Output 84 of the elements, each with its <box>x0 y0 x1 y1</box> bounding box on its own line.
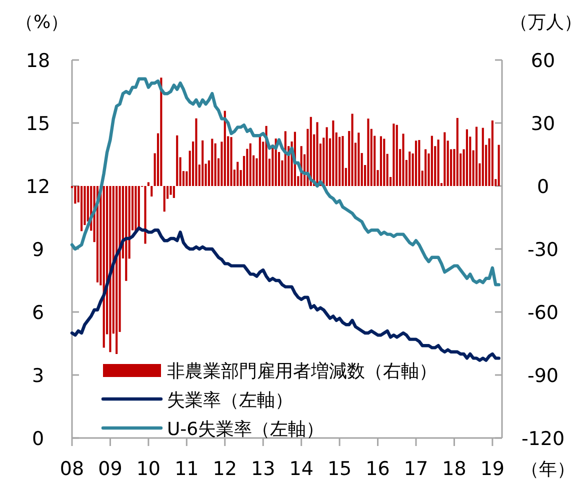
x-tick-label: 12 <box>212 458 237 480</box>
bar <box>134 186 137 234</box>
x-tick-label: 08 <box>60 458 84 480</box>
y-tick-label: 12 <box>26 176 50 198</box>
y-tick-label: 9 <box>32 239 44 261</box>
x-tick-label: 10 <box>136 458 161 480</box>
bar <box>351 114 354 186</box>
bar <box>482 128 484 186</box>
bar <box>383 138 386 186</box>
bar <box>342 136 344 186</box>
bar <box>236 162 239 186</box>
bar <box>437 140 440 186</box>
bar <box>456 118 458 186</box>
bar <box>202 140 204 186</box>
x-tick-label: 09 <box>98 458 122 480</box>
legend-label: U-6失業率（左軸） <box>167 419 324 440</box>
bar <box>176 135 178 186</box>
bar <box>163 186 166 212</box>
bar <box>402 134 404 186</box>
x-tick-label: 13 <box>251 458 276 480</box>
bar <box>102 186 105 348</box>
y2-tick-label: -90 <box>527 365 559 387</box>
y2-tick-label: -120 <box>521 428 565 450</box>
bar <box>498 144 500 186</box>
y-axis-title: （%） <box>15 12 69 33</box>
y-tick-label: 6 <box>32 302 44 324</box>
legend-label: 失業率（左軸） <box>167 390 293 411</box>
bar <box>230 137 232 186</box>
y2-tick-label: 60 <box>530 50 556 72</box>
y-tick-label: 3 <box>32 365 44 387</box>
line-series <box>70 77 500 286</box>
bar <box>195 118 198 186</box>
line-series <box>70 226 500 362</box>
bar <box>358 132 360 186</box>
bar <box>150 186 153 196</box>
bar <box>338 136 341 186</box>
legend-label: 非農業部門雇用者増減数（右軸） <box>167 361 437 382</box>
bar <box>224 110 226 186</box>
bar <box>74 186 76 204</box>
x-tick-label: 19 <box>480 458 505 480</box>
bar <box>109 186 112 352</box>
bar <box>116 186 118 354</box>
bar <box>444 132 446 186</box>
y-tick-label: 0 <box>32 428 44 450</box>
bar <box>466 129 468 186</box>
bar <box>214 143 216 186</box>
bar <box>258 134 261 186</box>
bar <box>414 140 418 186</box>
x-tick-label: 17 <box>404 458 428 480</box>
y2-tick-label: 30 <box>530 113 556 135</box>
x-tick-label: 18 <box>442 458 466 480</box>
bar <box>125 186 128 281</box>
bar <box>144 186 146 244</box>
y-tick-label: 18 <box>26 50 50 72</box>
x-tick-label: 15 <box>327 458 352 480</box>
y2-tick-label: -30 <box>527 239 559 261</box>
y-tick-label: 15 <box>26 113 50 135</box>
y2-tick-label: -60 <box>527 302 559 324</box>
bar <box>170 186 172 195</box>
bar <box>418 140 420 186</box>
bar <box>249 143 252 186</box>
bar <box>430 136 433 186</box>
x-tick-label: 16 <box>366 458 390 480</box>
y2-axis-title: （万人） <box>510 12 581 33</box>
bar <box>380 136 382 186</box>
bar <box>475 126 478 186</box>
bar <box>332 120 334 186</box>
x-axis-title: （年） <box>521 459 575 480</box>
x-tick-label: 11 <box>174 458 199 480</box>
bar <box>160 78 162 186</box>
bar <box>138 186 140 229</box>
bar <box>408 152 411 186</box>
bar <box>80 186 83 232</box>
bar <box>211 138 214 186</box>
bar <box>367 118 370 186</box>
bar <box>424 149 427 186</box>
x-tick-label: 14 <box>289 458 314 480</box>
bar <box>392 124 395 186</box>
bar <box>396 124 398 186</box>
bar <box>147 182 150 186</box>
bar <box>326 127 328 186</box>
bar <box>491 120 494 186</box>
bar <box>172 186 175 198</box>
y2-tick-label: 0 <box>536 176 550 198</box>
